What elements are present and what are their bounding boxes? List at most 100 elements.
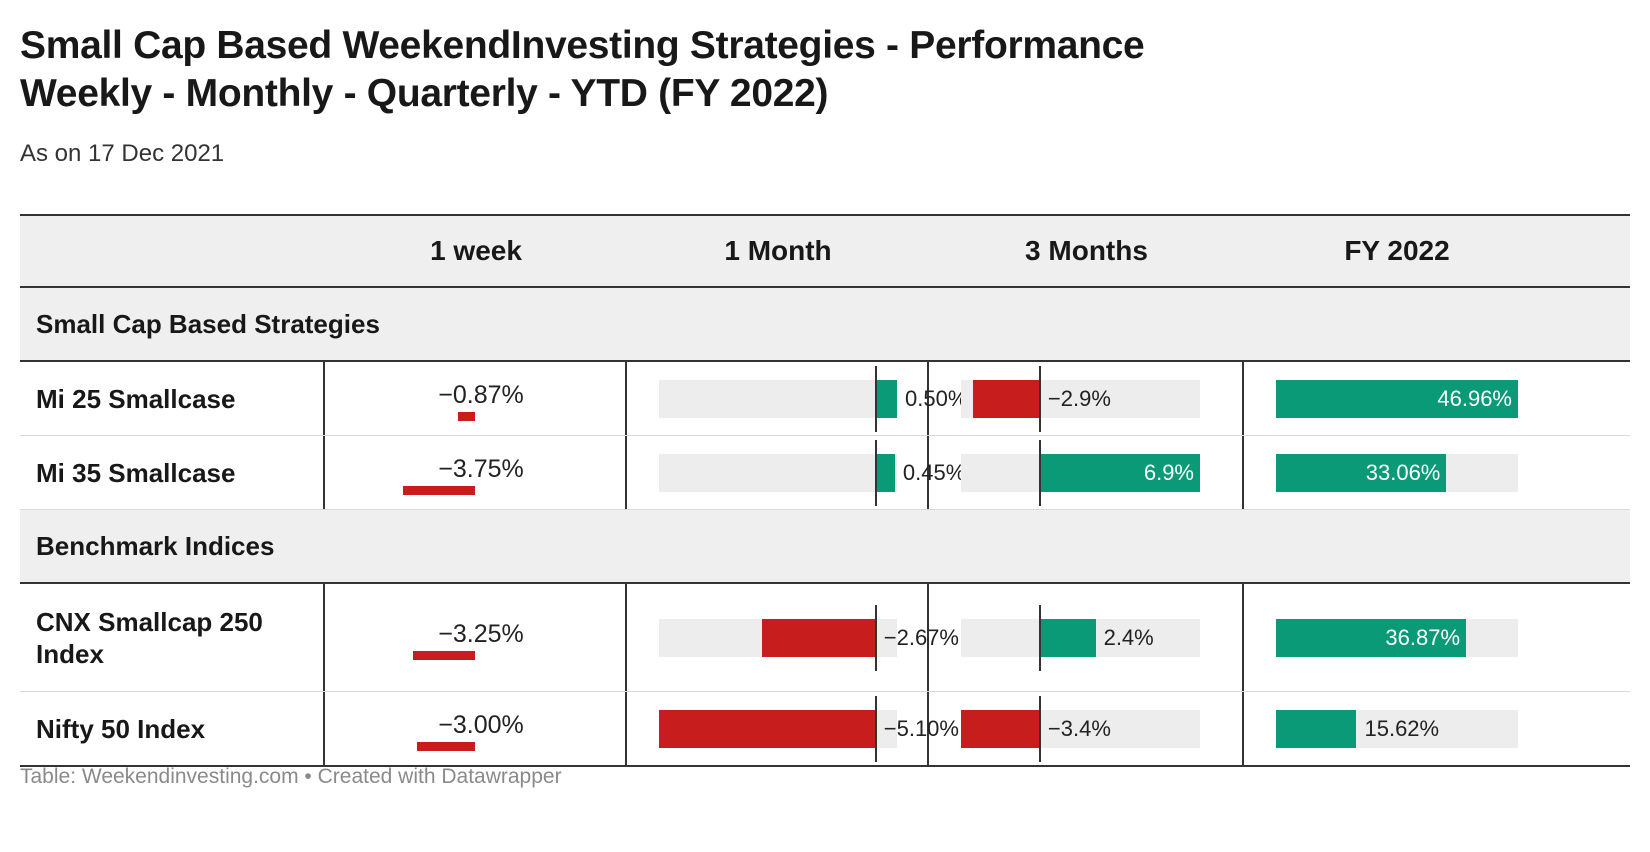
bar-track: −2.9%: [961, 365, 1200, 432]
column-header-3-months: 3 Months: [1025, 235, 1148, 266]
value-bar: [1276, 709, 1357, 748]
performance-table: 1 week 1 Month 3 Months FY 2022 Small Ca…: [20, 214, 1630, 767]
week-cell: −3.75%: [325, 436, 627, 509]
row-name: CNX Smallcap 250 Index: [36, 606, 263, 669]
bar-track: 46.96%: [1276, 379, 1518, 418]
bar-track: −3.4%: [961, 695, 1200, 762]
zero-line: [1038, 365, 1041, 432]
value-bar: [875, 453, 895, 492]
table-row: Mi 25 Smallcase −0.87% 0.50% −2.9% 46.96%: [20, 362, 1630, 436]
data-label: −3.00%: [438, 710, 524, 739]
value-bar: [1039, 453, 1200, 492]
value-bar: [972, 379, 1040, 418]
bar-cell: 33.06%: [1244, 436, 1550, 509]
data-label: 46.96%: [1437, 385, 1512, 411]
column-separator: [625, 436, 627, 509]
data-label: 0.45%: [902, 459, 966, 485]
bar-track: 0.45%: [659, 439, 965, 506]
data-label: 0.50%: [905, 385, 968, 411]
data-label: −0.87%: [438, 380, 524, 409]
week-bar: [417, 741, 475, 751]
group-label: Benchmark Indices: [36, 531, 275, 561]
row-name: Mi 35 Smallcase: [36, 457, 236, 488]
table-row: CNX Smallcap 250 Index −3.25% −2.67% 2.4% 3…: [20, 584, 1630, 692]
data-label: 36.87%: [1385, 624, 1461, 650]
column-separator: [927, 362, 929, 435]
group-label: Small Cap Based Strategies: [36, 309, 380, 339]
table-header: 1 week 1 Month 3 Months FY 2022: [20, 214, 1630, 288]
data-label: −2.9%: [1047, 385, 1111, 411]
column-separator: [1242, 584, 1244, 691]
value-bar: [1276, 453, 1447, 492]
column-separator: [625, 584, 627, 691]
table-row: Mi 35 Smallcase −3.75% 0.45% 6.9% 33.06%: [20, 436, 1630, 510]
value-bar: [875, 379, 897, 418]
column-separator: [927, 436, 929, 509]
week-bar: [412, 650, 475, 660]
value-bar: [659, 709, 876, 748]
bar-cell: 46.96%: [1244, 362, 1550, 435]
group-header-benchmarks: Benchmark Indices: [20, 510, 1630, 584]
table-row: Nifty 50 Index −3.00% −5.10% −3.4% 15.62%: [20, 692, 1630, 767]
data-label: 33.06%: [1365, 459, 1441, 485]
bar-cell: 2.4%: [929, 584, 1244, 691]
bar-track: 33.06%: [1276, 453, 1518, 492]
column-separator: [1242, 362, 1244, 435]
zero-line: [874, 695, 877, 762]
value-bar: [762, 618, 876, 657]
data-label: −3.4%: [1047, 715, 1111, 741]
bar-cell: −3.4%: [929, 692, 1244, 765]
week-cell: −3.00%: [325, 692, 627, 765]
value-bar: [961, 709, 1040, 748]
zero-line: [874, 365, 877, 432]
bar-track: −2.67%: [659, 604, 959, 671]
week-bar: [403, 485, 475, 495]
data-label: −3.75%: [438, 454, 524, 483]
data-label: −2.67%: [883, 624, 959, 650]
week-bar: [458, 411, 475, 421]
bar-cell: 0.50%: [627, 362, 967, 435]
group-header-strategies: Small Cap Based Strategies: [20, 288, 1630, 362]
column-separator: [625, 362, 627, 435]
bar-track: 6.9%: [961, 439, 1200, 506]
zero-line: [874, 439, 877, 506]
column-separator: [323, 436, 325, 509]
bar-track: 36.87%: [1276, 618, 1518, 657]
bar-track: 15.62%: [1276, 709, 1518, 748]
column-separator: [1242, 436, 1244, 509]
column-separator: [927, 584, 929, 691]
row-name: Mi 25 Smallcase: [36, 383, 236, 414]
data-label: −3.25%: [438, 619, 524, 648]
bar-track: 2.4%: [961, 604, 1200, 671]
bar-cell: −2.67%: [627, 584, 959, 691]
data-label: −5.10%: [883, 715, 959, 741]
column-header-1-week: 1 week: [430, 235, 522, 266]
zero-line: [1038, 604, 1041, 671]
title-line-1: Small Cap Based WeekendInvesting Strateg…: [20, 24, 1145, 67]
title-line-2: Weekly - Monthly - Quarterly - YTD (FY 2…: [20, 72, 829, 115]
bar-cell: −2.9%: [929, 362, 1244, 435]
column-separator: [625, 692, 627, 765]
value-bar: [1276, 379, 1518, 418]
column-separator: [323, 362, 325, 435]
data-label: 2.4%: [1103, 624, 1154, 650]
week-cell: −3.25%: [325, 584, 627, 691]
value-bar: [1276, 618, 1466, 657]
column-header-1-month: 1 Month: [724, 235, 832, 266]
value-bar: [1039, 618, 1096, 657]
column-separator: [1242, 692, 1244, 765]
bar-track: −5.10%: [659, 695, 959, 762]
column-separator: [323, 692, 325, 765]
zero-line: [874, 604, 877, 671]
zero-line: [1038, 695, 1041, 762]
bar-cell: 15.62%: [1244, 692, 1550, 765]
zero-line: [1038, 439, 1041, 506]
column-separator: [323, 584, 325, 691]
chart-title: Small Cap Based WeekendInvesting Strateg…: [20, 22, 1420, 118]
source-footer: Table: Weekendinvesting.com • Created wi…: [20, 765, 562, 788]
column-header-fy-2022: FY 2022: [1344, 235, 1450, 266]
row-name: Nifty 50 Index: [36, 713, 206, 744]
data-label: 6.9%: [1143, 459, 1194, 485]
week-cell: −0.87%: [325, 362, 627, 435]
chart-subtitle: As on 17 Dec 2021: [20, 140, 225, 167]
